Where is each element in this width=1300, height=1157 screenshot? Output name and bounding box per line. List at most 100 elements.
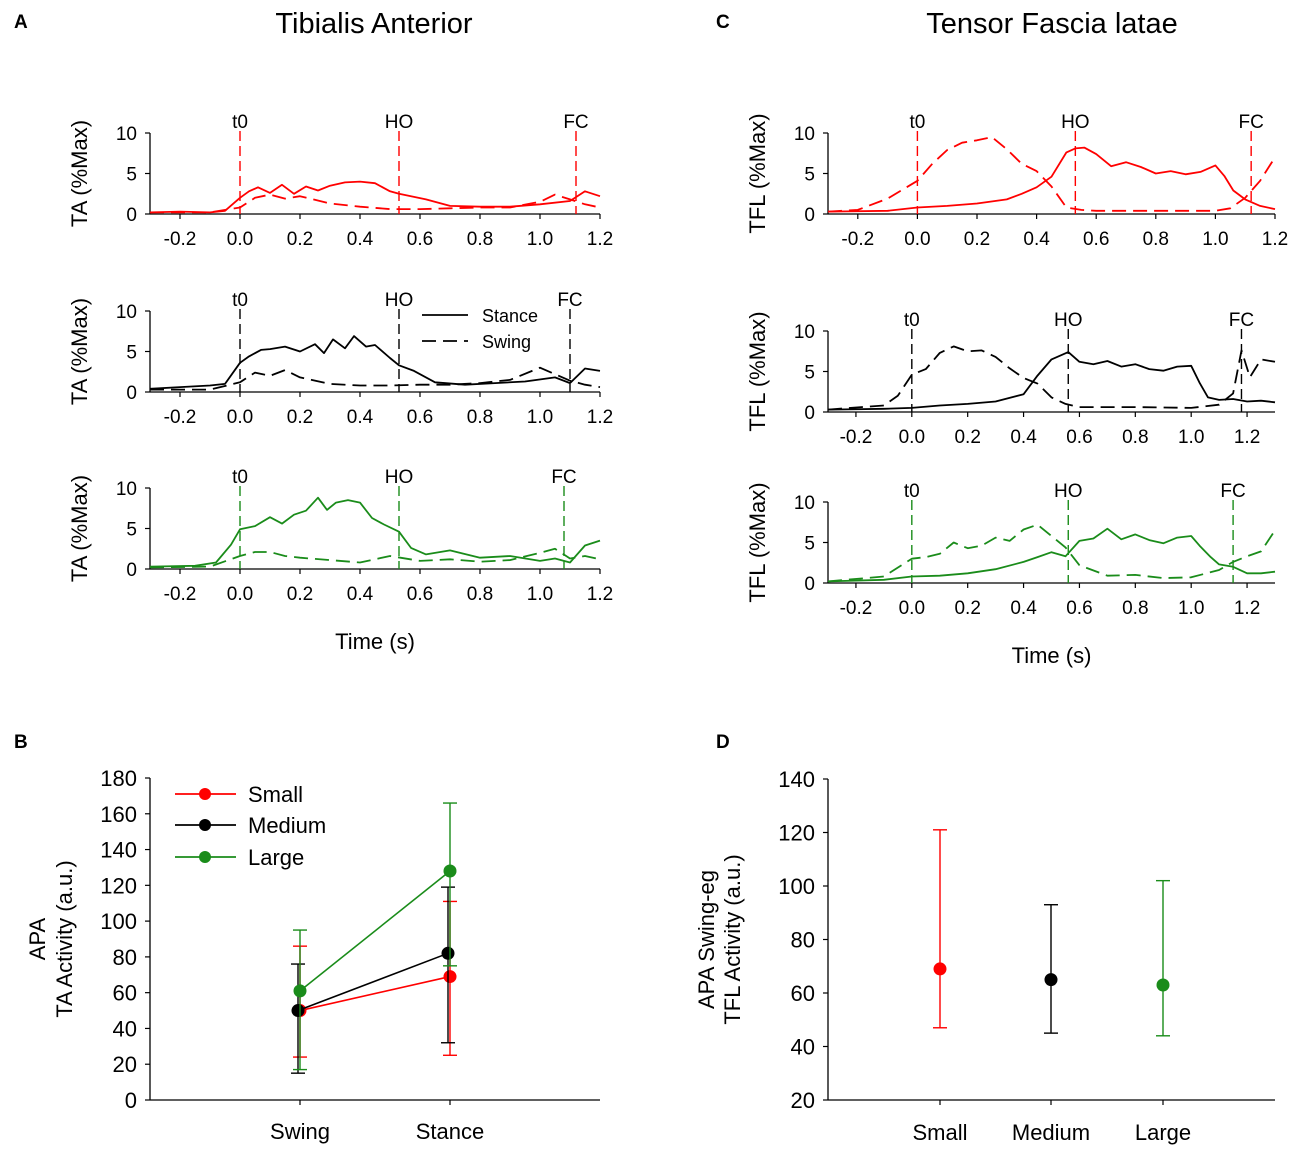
A3-x-tick-label: 0.0 bbox=[227, 584, 253, 605]
A3-x-axis-label: Time (s) bbox=[335, 629, 415, 654]
C2-x-tick-label: 0.2 bbox=[954, 427, 980, 448]
C1-x-tick-label: 0.0 bbox=[904, 229, 930, 250]
C1-event-fc-label: FC bbox=[1238, 112, 1263, 133]
A3-event-fc-label: FC bbox=[551, 467, 576, 488]
A3-series-swing bbox=[149, 547, 601, 569]
b-y-tick-label: 80 bbox=[113, 945, 137, 970]
C2-y-tick-label: 5 bbox=[804, 363, 815, 384]
A2-y-tick-label: 0 bbox=[126, 383, 137, 404]
b-legend-marker-large bbox=[199, 851, 211, 863]
b-legend-marker-small bbox=[199, 788, 211, 800]
b-category-stance: Stance bbox=[416, 1119, 485, 1144]
panel-label-c: C bbox=[716, 12, 730, 33]
A2-x-tick-label: 0.0 bbox=[227, 407, 253, 428]
C3-x-axis-label: Time (s) bbox=[1012, 643, 1092, 668]
b-y-axis-label-line2: TA Activity (a.u.) bbox=[52, 860, 77, 1017]
C1-x-tick-label: 1.2 bbox=[1262, 229, 1288, 250]
C1-y-tick-label: 0 bbox=[804, 205, 815, 226]
panel-label-a: A bbox=[14, 12, 28, 33]
A1-y-tick-label: 0 bbox=[126, 205, 137, 226]
C3-series-stance bbox=[827, 527, 1276, 583]
A3-event-t0-label: t0 bbox=[232, 467, 248, 488]
d-y-tick-label: 140 bbox=[778, 767, 815, 792]
C3-x-tick-label: 0.0 bbox=[899, 598, 925, 619]
C2-x-tick-label: 0.8 bbox=[1122, 427, 1148, 448]
b-y-tick-label: 120 bbox=[100, 873, 137, 898]
C1-series-stance bbox=[827, 146, 1276, 213]
d-point-large bbox=[1156, 978, 1170, 992]
C1-y-tick-label: 10 bbox=[794, 124, 815, 145]
A2-event-ho-label: HO bbox=[385, 290, 414, 311]
C1-x-tick-label: 0.8 bbox=[1143, 229, 1169, 250]
b-y-tick-label: 0 bbox=[125, 1088, 137, 1113]
C1-x-tick-label: 0.2 bbox=[964, 229, 990, 250]
C2-x-tick-label: 0.0 bbox=[899, 427, 925, 448]
A2-x-tick-label: 1.0 bbox=[527, 407, 553, 428]
A1-x-tick-label: 0.2 bbox=[287, 229, 313, 250]
C3-series-swing bbox=[827, 523, 1276, 583]
b-legend-label-small: Small bbox=[248, 782, 303, 807]
A3-y-tick-label: 0 bbox=[126, 560, 137, 581]
title-tensor-fascia-latae: Tensor Fascia latae bbox=[926, 8, 1177, 40]
A3-x-tick-label: 0.4 bbox=[347, 584, 374, 605]
A3-x-tick-label: 0.2 bbox=[287, 584, 313, 605]
d-y-axis-label-line1: APA Swing-eg bbox=[694, 870, 719, 1009]
A2-y-tick-label: 5 bbox=[126, 343, 137, 364]
d-category-large: Large bbox=[1135, 1120, 1191, 1145]
A1-x-tick-label: 0.8 bbox=[467, 229, 493, 250]
A2-series-swing bbox=[150, 366, 601, 391]
d-y-tick-label: 20 bbox=[791, 1088, 815, 1113]
C3-x-tick-label: 0.2 bbox=[954, 598, 980, 619]
b-y-axis-label-line1: APA bbox=[25, 917, 50, 960]
b-category-swing: Swing bbox=[270, 1119, 330, 1144]
C3-y-tick-label: 5 bbox=[804, 534, 815, 555]
b-y-tick-label: 180 bbox=[100, 766, 137, 791]
C1-y-tick-label: 5 bbox=[804, 165, 815, 186]
C2-event-ho-label: HO bbox=[1054, 310, 1083, 331]
C3-x-tick-label: 0.4 bbox=[1010, 598, 1037, 619]
C2-x-tick-label: 1.0 bbox=[1178, 427, 1204, 448]
legend-swing-label: Swing bbox=[482, 332, 531, 352]
C1-x-tick-label: 0.4 bbox=[1023, 229, 1050, 250]
A1-event-t0-label: t0 bbox=[232, 112, 248, 133]
C3-x-tick-label: 0.6 bbox=[1066, 598, 1092, 619]
b-y-tick-label: 140 bbox=[100, 838, 137, 863]
C3-x-tick-label: 1.0 bbox=[1178, 598, 1204, 619]
C2-y-axis-label: TFL (%Max) bbox=[745, 311, 770, 431]
A1-series-stance bbox=[149, 180, 601, 214]
C3-y-axis-label: TFL (%Max) bbox=[745, 482, 770, 602]
d-y-tick-label: 60 bbox=[791, 981, 815, 1006]
A1-x-tick-label: 0.0 bbox=[227, 229, 253, 250]
A3-x-tick-label: 0.8 bbox=[467, 584, 493, 605]
A1-y-axis-label: TA (%Max) bbox=[67, 120, 92, 227]
C3-y-tick-label: 0 bbox=[804, 574, 815, 595]
C2-x-tick-label: 0.6 bbox=[1066, 427, 1092, 448]
b-y-tick-label: 20 bbox=[113, 1052, 137, 1077]
A2-series-stance bbox=[149, 335, 601, 390]
b-point-medium bbox=[441, 946, 455, 960]
b-y-tick-label: 100 bbox=[100, 909, 137, 934]
d-y-tick-label: 120 bbox=[778, 821, 815, 846]
d-y-tick-label: 100 bbox=[778, 874, 815, 899]
C2-x-tick-label: 1.2 bbox=[1234, 427, 1260, 448]
A2-y-tick-label: 10 bbox=[116, 302, 137, 323]
A2-x-tick-label: 1.2 bbox=[587, 407, 613, 428]
C1-x-tick-label: -0.2 bbox=[841, 229, 874, 250]
A3-series-stance bbox=[149, 496, 601, 568]
C2-x-tick-label: 0.4 bbox=[1010, 427, 1037, 448]
C3-event-t0-label: t0 bbox=[904, 481, 920, 502]
A2-y-axis-label: TA (%Max) bbox=[67, 298, 92, 405]
A1-x-tick-label: 0.6 bbox=[407, 229, 433, 250]
A2-x-tick-label: 0.8 bbox=[467, 407, 493, 428]
A1-x-tick-label: 1.2 bbox=[587, 229, 613, 250]
A2-x-tick-label: 0.4 bbox=[347, 407, 374, 428]
A3-y-axis-label: TA (%Max) bbox=[67, 475, 92, 582]
b-point-small bbox=[443, 970, 457, 984]
C2-x-tick-label: -0.2 bbox=[840, 427, 873, 448]
b-point-large bbox=[293, 984, 307, 998]
b-y-tick-label: 60 bbox=[113, 981, 137, 1006]
b-point-large bbox=[443, 864, 457, 878]
A2-x-tick-label: 0.2 bbox=[287, 407, 313, 428]
panel-label-b: B bbox=[14, 732, 28, 753]
